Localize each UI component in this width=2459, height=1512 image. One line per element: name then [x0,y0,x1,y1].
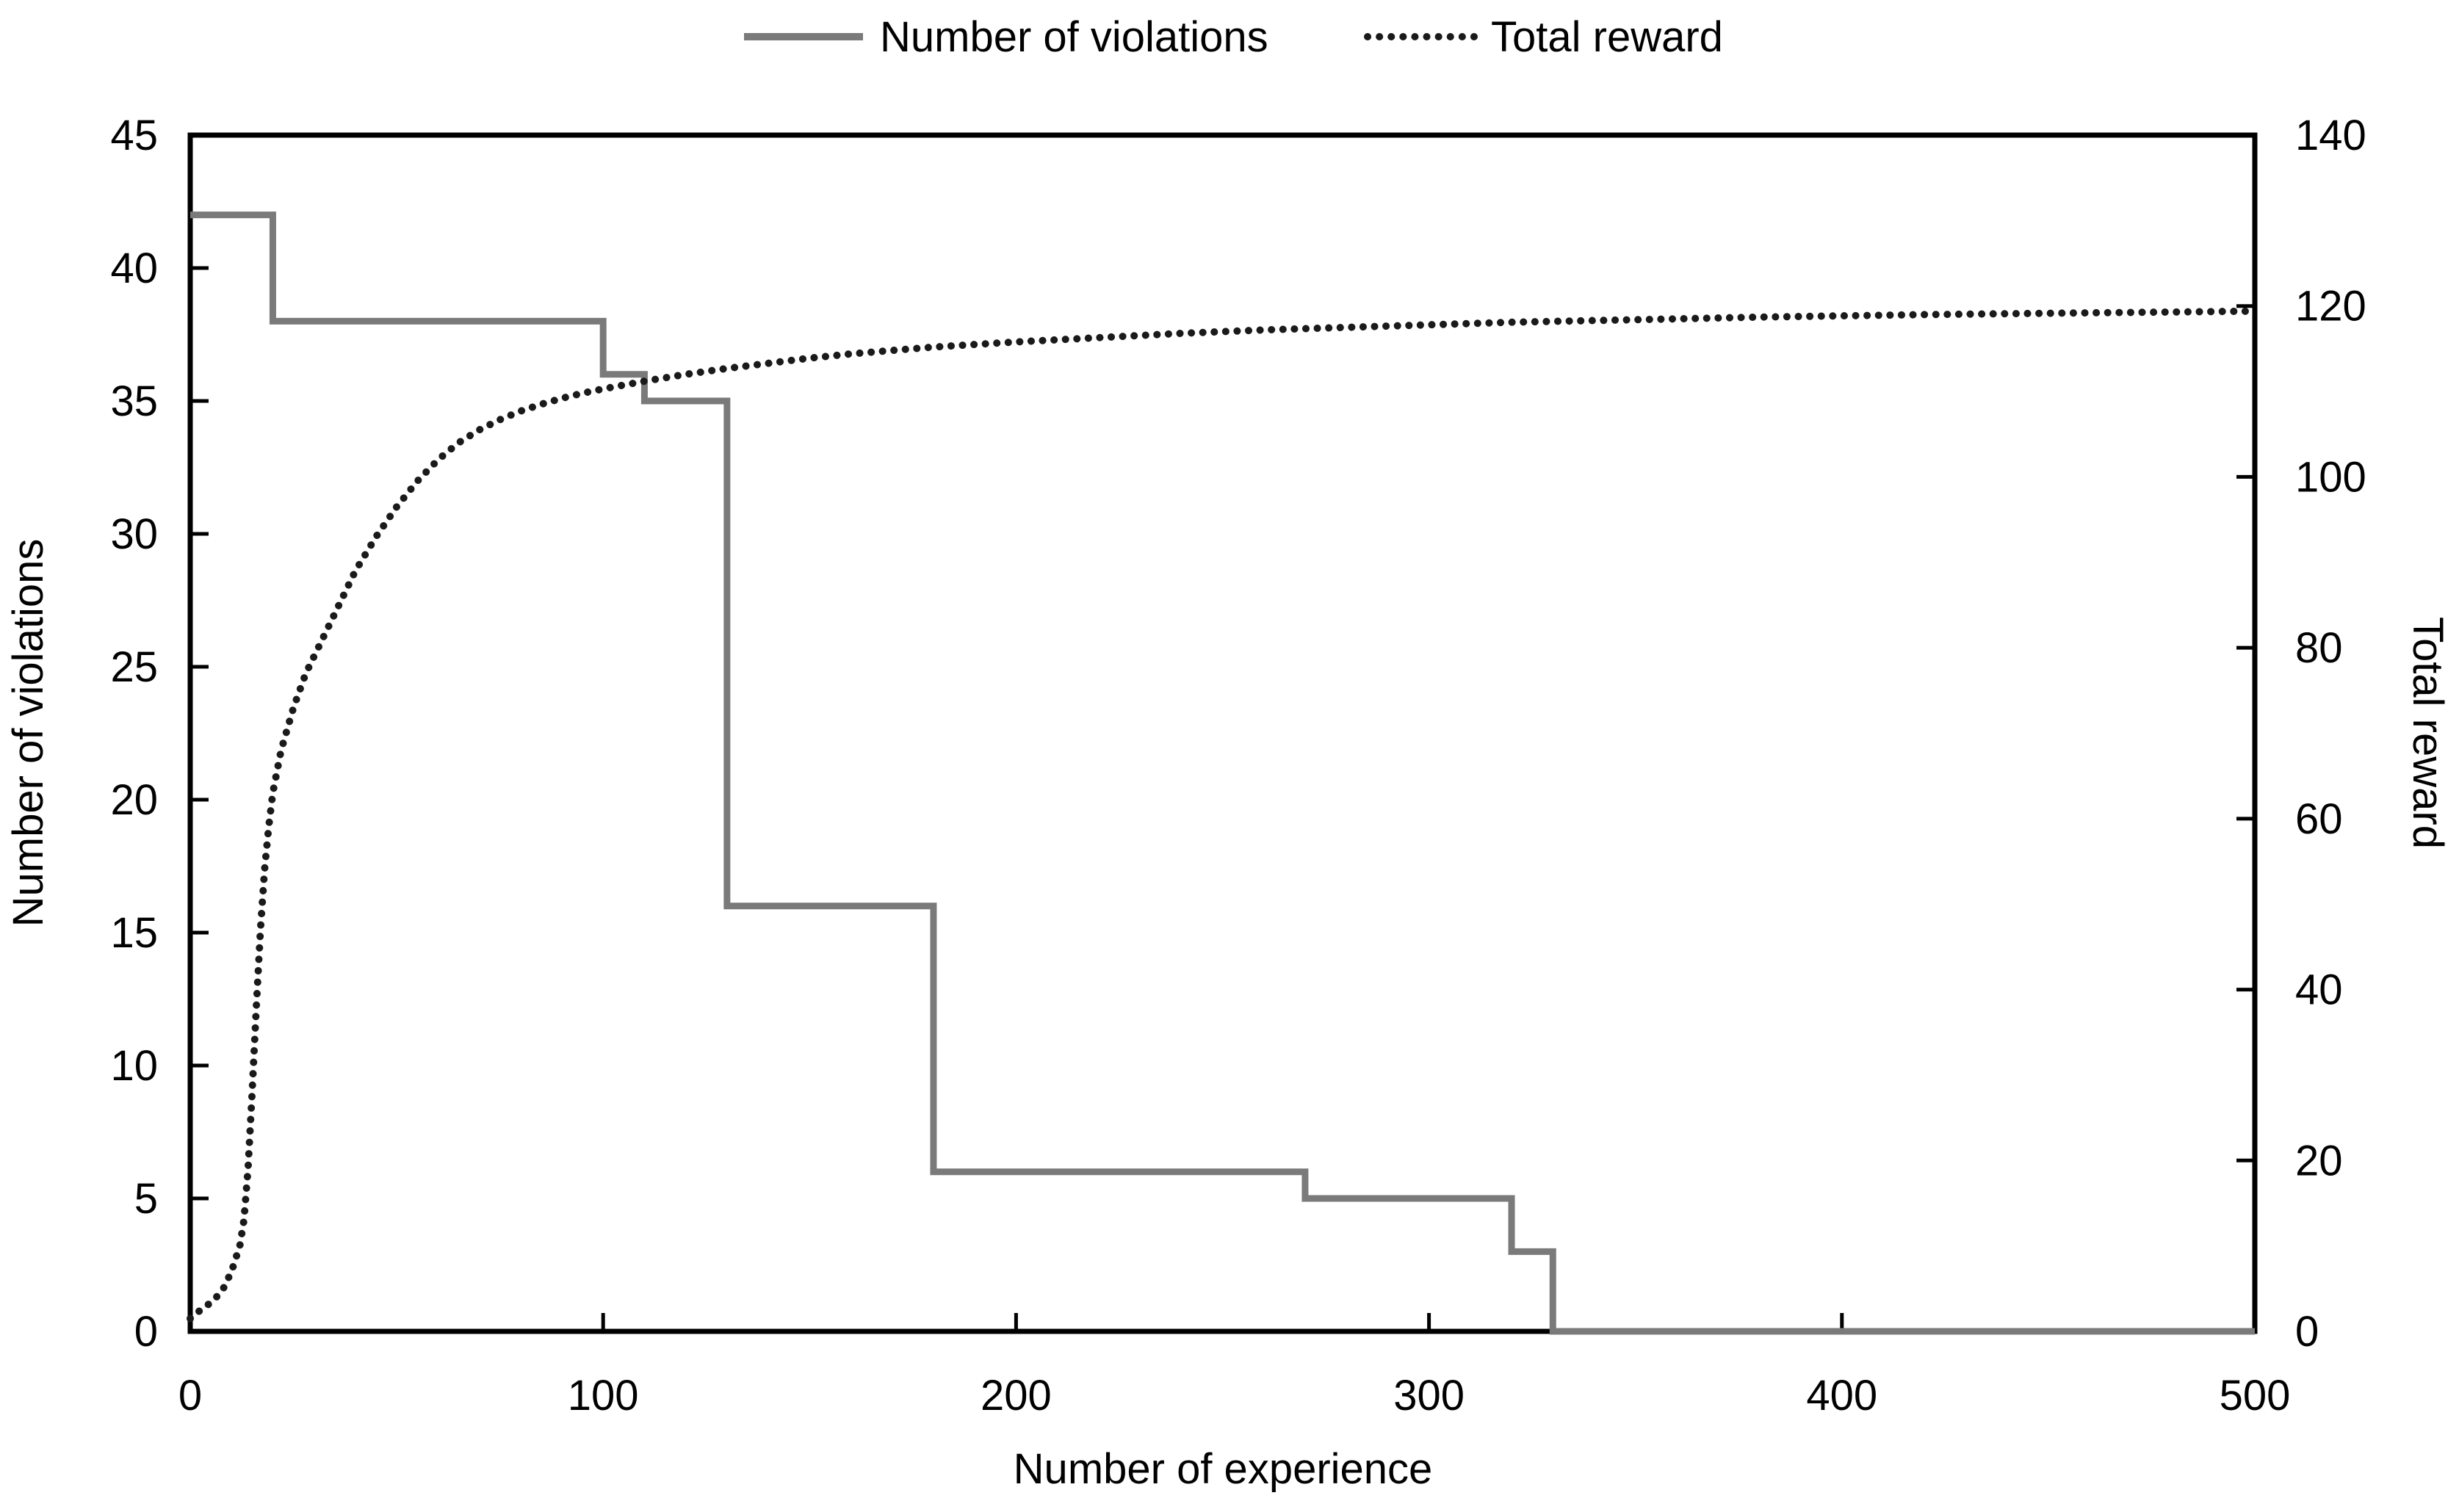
x-axis-tick-label: 0 [178,1372,202,1419]
series-group [187,211,2258,1335]
y-right-tick-label: 40 [2295,966,2343,1014]
y-left-tick-label: 35 [110,377,158,425]
y-right-tick-label: 80 [2295,624,2343,672]
y-left-tick-label: 30 [110,510,158,558]
y-right-tick-label: 20 [2295,1137,2343,1184]
x-axis-tick-label: 200 [981,1372,1052,1419]
y-left-tick-label: 10 [110,1042,158,1090]
y-right-tick-label: 0 [2295,1308,2319,1356]
legend: Number of violations Total reward [744,13,1723,61]
x-axis-tick-label: 300 [1393,1372,1465,1419]
violations-step-line [190,211,2255,1335]
y-right-tick-label: 120 [2295,283,2366,330]
y-left-tick-label: 20 [110,776,158,824]
plot-border [187,132,2258,1334]
y-left-axis-title: Number of violations [4,539,52,927]
y-right-axis-title: Total reward [2404,617,2452,849]
y-left-tick-label: 15 [110,909,158,957]
y-left-tick-label: 0 [134,1308,158,1356]
x-axis-tick-label: 400 [1806,1372,1877,1419]
x-axis-tick-label: 100 [568,1372,639,1419]
y-right-tick-label: 60 [2295,795,2343,843]
reward-dotted-line [187,307,2258,1323]
x-axis-tick-label: 500 [2220,1372,2291,1419]
x-axis-title: Number of experience [1014,1445,1433,1493]
y-left-tick-label: 40 [110,245,158,292]
y-left-tick-label: 25 [110,643,158,691]
legend-label-reward: Total reward [1491,13,1723,61]
legend-label-violations: Number of violations [880,13,1268,61]
y-left-tick-label: 5 [134,1175,158,1223]
axes-group: 0 100 200 300 400 500051015202530354045020406… [110,112,2366,1419]
y-left-tick-label: 45 [110,112,158,159]
y-right-tick-label: 140 [2295,112,2366,159]
y-right-tick-label: 100 [2295,453,2366,501]
